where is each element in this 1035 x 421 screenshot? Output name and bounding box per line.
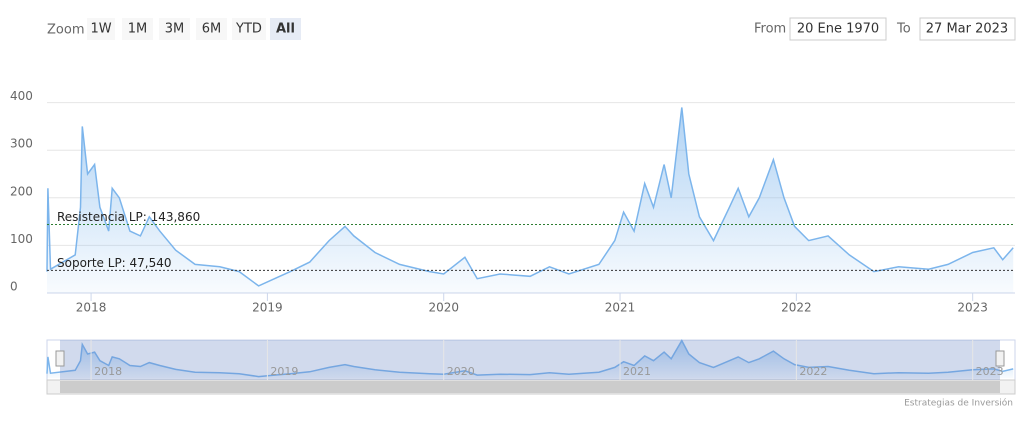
range-button[interactable] [87,18,115,40]
range-button[interactable] [270,18,301,40]
x-tick-label: 2018 [76,301,107,315]
range-button[interactable] [232,18,266,40]
x-tick-label: 2019 [252,301,283,315]
x-tick-label: 2023 [957,301,988,315]
navigator-mask[interactable] [60,340,1000,380]
y-tick-label: 200 [10,184,33,198]
range-button-label[interactable]: 1W [90,22,111,37]
navigator-tick-label: 2021 [623,365,651,378]
range-button[interactable] [159,18,190,40]
from-label: From [754,22,786,37]
navigator-handle[interactable] [995,350,1005,367]
x-tick-label: 2021 [605,301,636,315]
to-label: To [896,22,911,37]
navigator-tick-label: 2023 [976,365,1004,378]
range-button-label[interactable]: 1M [128,22,148,37]
y-tick-label: 100 [10,232,33,246]
zoom-label: Zoom [47,23,84,38]
x-tick-label: 2022 [781,301,812,315]
navigator-area [47,340,1014,378]
range-button-label[interactable]: 3M [165,22,185,37]
range-button-label[interactable]: 6M [202,22,222,37]
navigator-handle[interactable] [55,350,65,367]
range-button[interactable] [196,18,227,40]
x-tick-label: 2020 [428,301,459,315]
y-tick-label: 300 [10,137,33,151]
navigator-tick-label: 2018 [94,365,122,378]
series-line [46,107,1014,287]
to-input[interactable] [919,17,1016,41]
range-button-label[interactable]: YTD [235,22,262,37]
range-button[interactable] [122,18,153,40]
series-area [47,107,1014,294]
range-button-label[interactable]: All [276,22,295,37]
y-tick-label: 0 [10,280,18,294]
y-tick-label: 400 [10,89,33,103]
navigator-tick-label: 2020 [447,365,475,378]
navigator-tick-label: 2022 [799,365,827,378]
from-value[interactable]: 20 Ene 1970 [797,22,879,37]
plot-line-label: Soporte LP: 47,540 [57,256,172,270]
navigator-line [46,339,1014,378]
from-input[interactable] [789,17,887,41]
to-value[interactable]: 27 Mar 2023 [926,22,1008,37]
plot-line-label: Resistencia LP: 143,860 [57,210,200,224]
credits: Estrategias de Inversión [904,398,1013,409]
scrollbar-thumb[interactable] [60,381,1000,393]
navigator-tick-label: 2019 [270,365,298,378]
